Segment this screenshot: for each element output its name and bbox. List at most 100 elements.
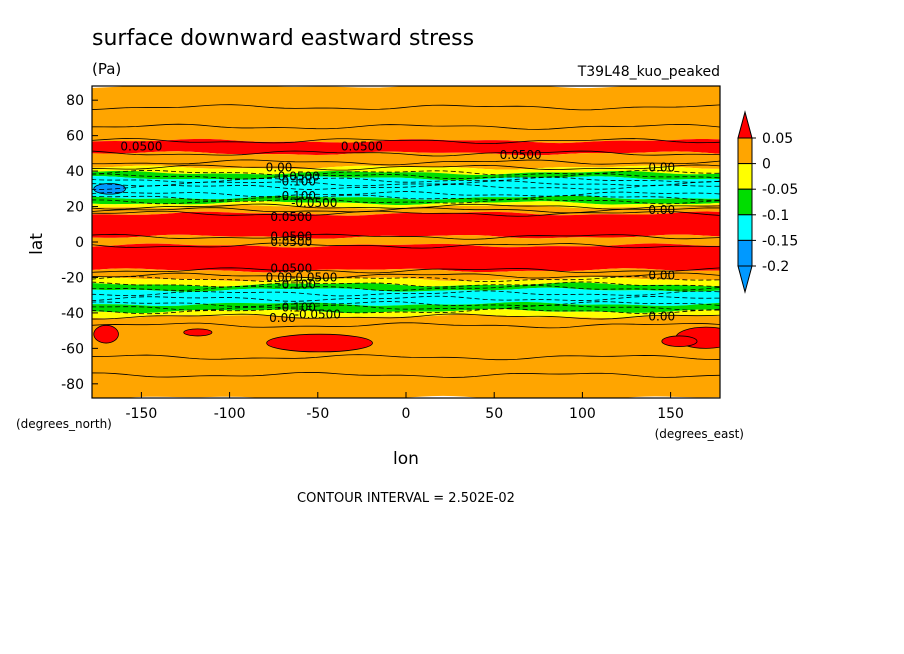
- contour-interval-note: CONTOUR INTERVAL = 2.502E-02: [297, 491, 515, 506]
- contour-line: [92, 322, 720, 329]
- contour-label: 0.0500: [500, 148, 542, 162]
- band--0.1_to_-0.05: [92, 282, 720, 292]
- colorbar-swatch-0_to_0.05: [737, 137, 753, 165]
- contour-line: [92, 276, 720, 283]
- band--0.15_to_-0.1: [92, 287, 720, 307]
- y-tick-label: -20: [61, 270, 84, 286]
- run-label: T39L48_kuo_peaked: [577, 64, 720, 80]
- colorbar-tick-label: -0.15: [762, 233, 798, 249]
- contour-line-layer: [92, 104, 720, 378]
- patch-above_0.05: [266, 333, 373, 353]
- band-0_to_0.05: [92, 151, 720, 170]
- chart-title: surface downward eastward stress: [92, 26, 474, 51]
- band--0.05_to_0: [92, 165, 720, 175]
- y-tick-label: -80: [61, 377, 84, 393]
- contour-label: -0.0500: [273, 169, 319, 183]
- band--0.15_to_-0.1: [92, 176, 720, 200]
- contour-line: [92, 164, 720, 171]
- contour-label: 0.00: [648, 309, 675, 323]
- x-tick-label: -100: [214, 406, 246, 422]
- y-axis-units: (degrees_north): [16, 417, 112, 431]
- y-tick-label: 40: [66, 164, 84, 180]
- x-tick-label: 50: [485, 406, 503, 422]
- band-above_0.05: [92, 243, 720, 273]
- contour-line: [92, 285, 720, 292]
- y-tick-label: 80: [66, 93, 84, 109]
- x-tick-label: 150: [657, 406, 684, 422]
- y-tick-label: -60: [61, 341, 84, 357]
- colorbar-swatch--0.1_to_-0.05: [737, 188, 753, 216]
- colorbar-top-arrow: [737, 110, 753, 139]
- contour-line: [92, 354, 720, 361]
- contour-line: [92, 138, 720, 145]
- contour-label: 0.00: [648, 203, 675, 217]
- x-tick-label: -150: [126, 406, 158, 422]
- y-tick-label: 60: [66, 129, 84, 145]
- colorbar-tick-label: -0.05: [762, 182, 798, 198]
- y-axis-title: lat: [27, 233, 47, 255]
- band-0_to_0.05: [92, 86, 720, 144]
- contour-label: 0.00: [269, 311, 296, 325]
- contour-line: [92, 176, 720, 183]
- contour-line: [92, 313, 720, 320]
- contour-label: -0.0500: [291, 196, 337, 210]
- contour-line: [92, 207, 720, 214]
- contour-line: [92, 180, 720, 187]
- contour-line: [92, 150, 720, 157]
- x-axis-units: (degrees_east): [655, 427, 744, 441]
- contour-label: -0.0500: [295, 308, 341, 322]
- y-tick-label: 20: [66, 200, 84, 216]
- units-label: (Pa): [92, 60, 121, 78]
- contour-label: 0.0500: [270, 210, 312, 224]
- contour-line: [92, 304, 720, 311]
- band--0.1_to_-0.05: [92, 195, 720, 206]
- contour-label: 0.0500: [341, 139, 383, 153]
- colorbar-swatch--0.15_to_-0.1: [737, 214, 753, 241]
- y-tick-label: 0: [75, 235, 84, 251]
- contour-line: [92, 194, 720, 201]
- band--0.05_to_0: [92, 309, 720, 319]
- colorbar-swatch-below_-0.15: [737, 239, 753, 267]
- contour-label: -0.100: [277, 189, 316, 203]
- band--0.1_to_-0.05: [92, 301, 720, 314]
- contour-line: [92, 371, 720, 378]
- y-axis-ticks: -80 -60 -40 -20 0 20 40 60 80: [61, 93, 98, 393]
- contour-label: -0.0500: [291, 270, 337, 284]
- y-tick-label: -40: [61, 306, 84, 322]
- contour-line: [92, 290, 720, 297]
- colorbar-swatch--0.05_to_0: [737, 163, 753, 190]
- contour-label: -0.100: [277, 278, 316, 292]
- contour-line: [92, 210, 720, 217]
- contour-label: 0.00: [648, 269, 675, 283]
- contour-line: [92, 308, 720, 315]
- contour-line: [92, 183, 720, 190]
- colorbar-legend: 0.05 0 -0.05 -0.1 -0.15 -0.2: [737, 110, 798, 294]
- contour-label: 0.00: [266, 270, 293, 284]
- x-tick-label: 100: [569, 406, 596, 422]
- contour-label: -0.100: [277, 175, 316, 189]
- contour-line: [92, 301, 720, 308]
- colorbar-bottom-arrow: [737, 265, 753, 294]
- band--0.05_to_0: [92, 201, 720, 209]
- contour-line: [92, 159, 720, 166]
- x-tick-label: 0: [402, 406, 411, 422]
- x-axis-ticks: -150 -100 -50 0 50 100 150: [126, 392, 684, 422]
- band--0.1_to_-0.05: [92, 170, 720, 181]
- patch-above_0.05: [661, 335, 698, 347]
- contour-line: [92, 233, 720, 240]
- contour-label: -0.100: [277, 301, 316, 315]
- band-0_to_0.05: [92, 314, 720, 398]
- contour-line: [92, 272, 720, 279]
- contour-line: [92, 169, 720, 176]
- contour-label: 0.0500: [270, 262, 312, 276]
- contour-line: [92, 242, 720, 249]
- contour-line: [92, 267, 720, 274]
- colorbar-tick-label: -0.1: [762, 208, 789, 224]
- contour-line: [92, 295, 720, 302]
- x-axis-title: lon: [393, 449, 419, 469]
- contour-label: 0.00: [648, 161, 675, 175]
- contour-line: [92, 191, 720, 198]
